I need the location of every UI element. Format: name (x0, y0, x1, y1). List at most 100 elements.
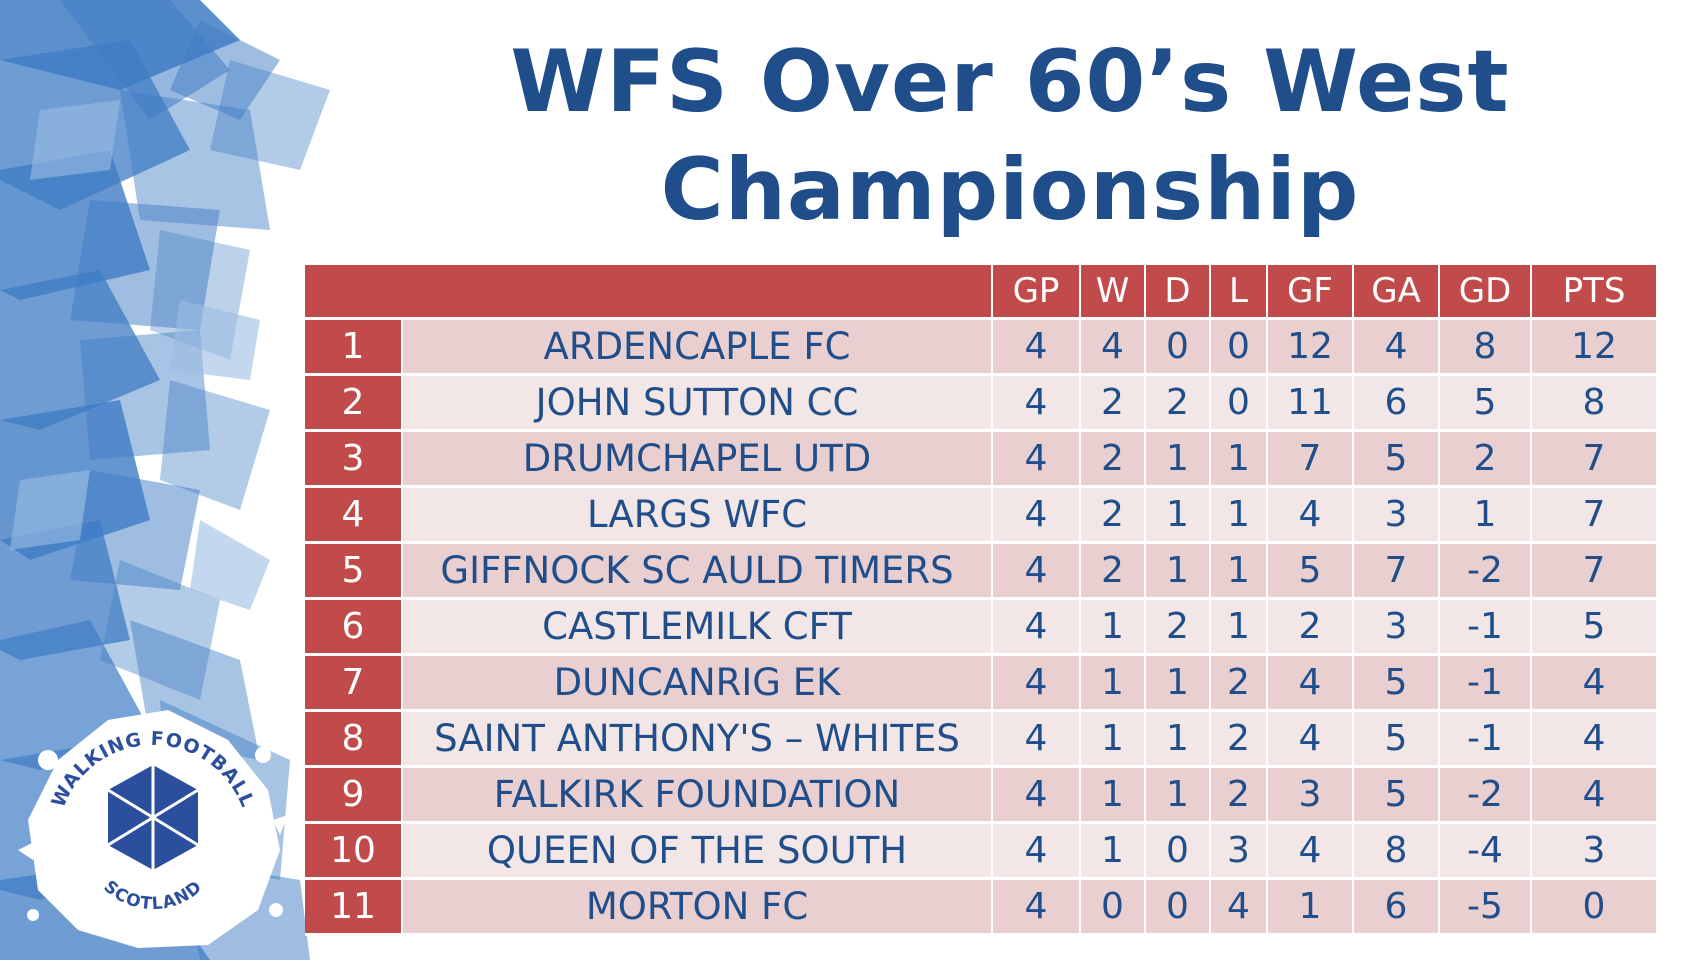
pts-cell: 7 (1532, 432, 1656, 488)
team-name-cell: ARDENCAPLE FC (403, 320, 993, 376)
gp-cell: 4 (993, 824, 1081, 880)
d-cell: 1 (1146, 712, 1211, 768)
team-name-cell: QUEEN OF THE SOUTH (403, 824, 993, 880)
pts-cell: 7 (1532, 488, 1656, 544)
d-cell: 1 (1146, 768, 1211, 824)
gd-cell: 2 (1440, 432, 1532, 488)
gf-cell: 3 (1268, 768, 1354, 824)
ga-cell: 6 (1354, 880, 1440, 936)
gd-cell: 1 (1440, 488, 1532, 544)
gp-cell: 4 (993, 544, 1081, 600)
rank-cell: 6 (305, 600, 403, 656)
w-cell: 1 (1081, 656, 1146, 712)
header-w: W (1081, 265, 1146, 320)
d-cell: 2 (1146, 600, 1211, 656)
table-row: 5 GIFFNOCK SC AULD TIMERS 4 2 1 1 5 7 -2 7 (305, 544, 1656, 600)
l-cell: 1 (1211, 544, 1268, 600)
gf-cell: 4 (1268, 824, 1354, 880)
team-name-cell: JOHN SUTTON CC (403, 376, 993, 432)
ga-cell: 5 (1354, 656, 1440, 712)
rank-cell: 2 (305, 376, 403, 432)
gf-cell: 5 (1268, 544, 1354, 600)
walking-football-scotland-logo: WALKING FOOTBALL SCOTLAND (18, 700, 288, 950)
header-blank (305, 265, 993, 320)
pts-cell: 4 (1532, 712, 1656, 768)
w-cell: 2 (1081, 544, 1146, 600)
gf-cell: 1 (1268, 880, 1354, 936)
rank-cell: 4 (305, 488, 403, 544)
table-row: 11 MORTON FC 4 0 0 4 1 6 -5 0 (305, 880, 1656, 936)
page-title: WFS Over 60’s West Championship (330, 28, 1690, 244)
table-row: 8 SAINT ANTHONY'S – WHITES 4 1 1 2 4 5 -1 4 (305, 712, 1656, 768)
w-cell: 1 (1081, 712, 1146, 768)
rank-cell: 3 (305, 432, 403, 488)
table-row: 3 DRUMCHAPEL UTD 4 2 1 1 7 5 2 7 (305, 432, 1656, 488)
d-cell: 1 (1146, 656, 1211, 712)
ga-cell: 3 (1354, 600, 1440, 656)
table-row: 7 DUNCANRIG EK 4 1 1 2 4 5 -1 4 (305, 656, 1656, 712)
ga-cell: 4 (1354, 320, 1440, 376)
gp-cell: 4 (993, 376, 1081, 432)
gd-cell: 8 (1440, 320, 1532, 376)
gf-cell: 4 (1268, 656, 1354, 712)
ga-cell: 6 (1354, 376, 1440, 432)
gd-cell: -2 (1440, 768, 1532, 824)
w-cell: 4 (1081, 320, 1146, 376)
header-gf: GF (1268, 265, 1354, 320)
d-cell: 0 (1146, 320, 1211, 376)
ga-cell: 7 (1354, 544, 1440, 600)
ga-cell: 5 (1354, 432, 1440, 488)
l-cell: 4 (1211, 880, 1268, 936)
d-cell: 0 (1146, 880, 1211, 936)
gp-cell: 4 (993, 488, 1081, 544)
pts-cell: 5 (1532, 600, 1656, 656)
pts-cell: 8 (1532, 376, 1656, 432)
team-name-cell: SAINT ANTHONY'S – WHITES (403, 712, 993, 768)
gp-cell: 4 (993, 880, 1081, 936)
gd-cell: -1 (1440, 656, 1532, 712)
l-cell: 2 (1211, 712, 1268, 768)
l-cell: 0 (1211, 320, 1268, 376)
header-d: D (1146, 265, 1211, 320)
logo-graphic: WALKING FOOTBALL SCOTLAND (18, 710, 288, 948)
table-row: 9 FALKIRK FOUNDATION 4 1 1 2 3 5 -2 4 (305, 768, 1656, 824)
pts-cell: 0 (1532, 880, 1656, 936)
team-name-cell: LARGS WFC (403, 488, 993, 544)
w-cell: 1 (1081, 600, 1146, 656)
title-line-1: WFS Over 60’s West (510, 32, 1510, 132)
l-cell: 2 (1211, 656, 1268, 712)
d-cell: 1 (1146, 544, 1211, 600)
l-cell: 3 (1211, 824, 1268, 880)
league-table: GP W D L GF GA GD PTS 1 ARDENCAPLE FC 4 4 0 0… (305, 265, 1656, 936)
gd-cell: -5 (1440, 880, 1532, 936)
gd-cell: 5 (1440, 376, 1532, 432)
w-cell: 1 (1081, 768, 1146, 824)
pts-cell: 7 (1532, 544, 1656, 600)
gf-cell: 11 (1268, 376, 1354, 432)
table-header-row: GP W D L GF GA GD PTS (305, 265, 1656, 320)
rank-cell: 11 (305, 880, 403, 936)
gf-cell: 2 (1268, 600, 1354, 656)
gp-cell: 4 (993, 656, 1081, 712)
table-row: 2 JOHN SUTTON CC 4 2 2 0 11 6 5 8 (305, 376, 1656, 432)
w-cell: 2 (1081, 488, 1146, 544)
header-gd: GD (1440, 265, 1532, 320)
gf-cell: 4 (1268, 712, 1354, 768)
l-cell: 2 (1211, 768, 1268, 824)
pts-cell: 4 (1532, 656, 1656, 712)
table-row: 4 LARGS WFC 4 2 1 1 4 3 1 7 (305, 488, 1656, 544)
d-cell: 1 (1146, 488, 1211, 544)
w-cell: 0 (1081, 880, 1146, 936)
header-pts: PTS (1532, 265, 1656, 320)
gp-cell: 4 (993, 432, 1081, 488)
ga-cell: 8 (1354, 824, 1440, 880)
team-name-cell: MORTON FC (403, 880, 993, 936)
l-cell: 1 (1211, 600, 1268, 656)
gd-cell: -1 (1440, 600, 1532, 656)
rank-cell: 8 (305, 712, 403, 768)
team-name-cell: CASTLEMILK CFT (403, 600, 993, 656)
d-cell: 1 (1146, 432, 1211, 488)
d-cell: 0 (1146, 824, 1211, 880)
title-line-2: Championship (660, 140, 1360, 240)
rank-cell: 5 (305, 544, 403, 600)
